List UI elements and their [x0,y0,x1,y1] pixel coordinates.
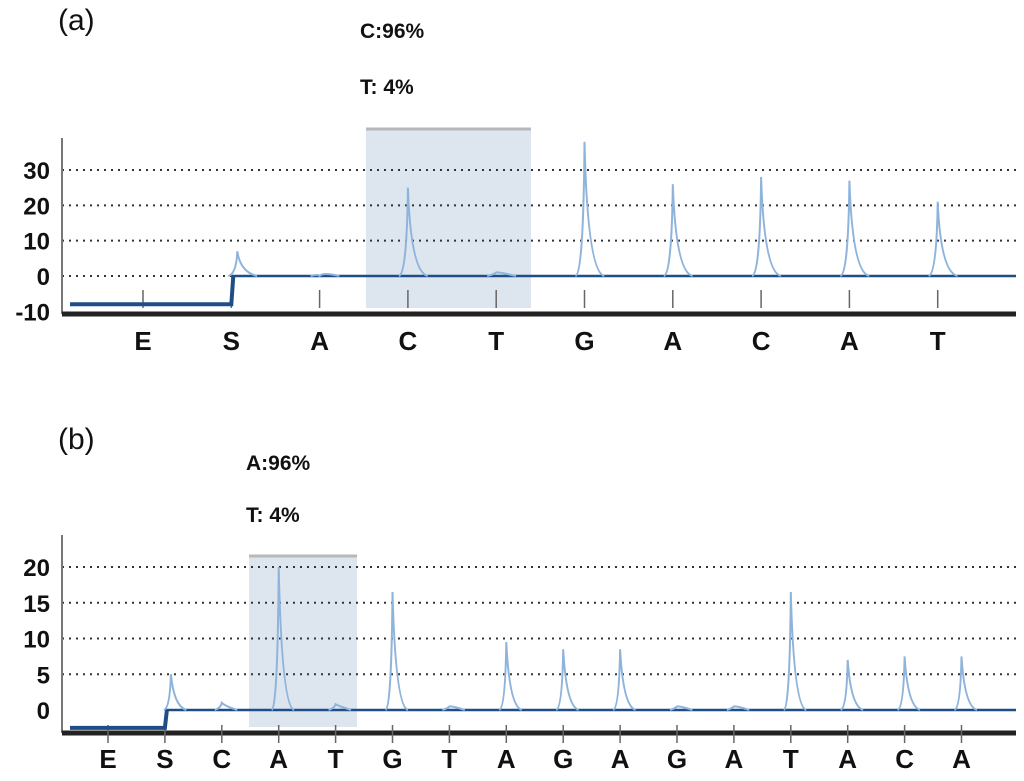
panel-b-base-label: A [952,744,971,774]
panel-a-peak [663,184,694,277]
panel-a-ytick-label: -10 [15,299,50,326]
panel-b-peak [498,642,523,711]
panel-a-base-label: A [840,326,859,356]
panel-b-peak [896,656,921,711]
panel-b-plot: 0 5 10 15 20 E S C A T G T A G A G A T A C A [23,535,1016,774]
panel-b-peak [555,649,580,711]
panel-a-base-label: A [310,326,329,356]
panel-a-ytick-label: 0 [37,264,50,291]
panel-b-base-label: A [497,744,516,774]
panel-a-base-label: E [134,326,151,356]
panel-b-base-label: C [895,744,914,774]
panel-b-base-label: T [328,744,344,774]
panel-a-trace-baseline [70,275,236,307]
panel-b-ytick-label: 10 [23,627,50,654]
panel-b-base-label: G [382,744,402,774]
panel-a-base-label: T [930,326,946,356]
panel-b-ytick-label: 15 [23,591,50,618]
panel-a-annotation-minor: T: 4% [360,76,414,99]
panel-a-ytick-label: 10 [23,229,50,256]
panel-b-base-label: A [725,744,744,774]
panel-b-peak [612,649,636,711]
panel-b-base-label: G [667,744,687,774]
panel-b-base-label: S [156,744,173,774]
panel-b-peak [669,705,693,711]
panel-b-label: (b) [58,423,95,456]
panel-a-base-label: C [399,326,418,356]
panel-b-ytick-label: 20 [23,555,50,582]
panel-b-base-label: A [838,744,857,774]
panel-b-peak [726,705,750,711]
panel-b-ytick-label: 5 [37,662,50,689]
panel-b-peak [214,700,238,711]
panel-a-ytick-label: 20 [23,193,50,220]
panel-b-highlight-region [249,555,357,727]
panel-a-peak [310,273,340,278]
panel-b-base-label: A [611,744,630,774]
panel-a-base-label: T [488,326,504,356]
panel-b-ytick-label: 0 [37,698,50,725]
panel-b-peak [384,591,409,711]
panel-b-peak [953,656,978,711]
panel-b-base-label: C [212,744,231,774]
panel-b-base-label: G [553,744,573,774]
panel-a-base-label: A [663,326,682,356]
panel-b-peak [442,705,466,711]
panel-a-plot: -10 0 10 20 30 E S A C T G A C A T [15,127,1016,356]
panel-a-peak [839,180,870,277]
panel-a-peak [486,271,517,277]
panel-a-highlight-region [366,128,531,308]
panel-b-trace-baseline [70,709,169,730]
panel-b-peak [840,659,864,711]
panel-a-peak [227,251,258,277]
panel-b-base-label: E [99,744,116,774]
panel-b-base-label: T [441,744,457,774]
panel-a-base-label: C [752,326,771,356]
panel-b-base-label: A [269,744,288,774]
panel-a-peak [751,177,782,277]
panel-a-peak [928,201,958,277]
panel-a-base-label: S [223,326,240,356]
panel-a-base-label: G [574,326,594,356]
panel-b-annotation-major: A:96% [246,452,311,475]
panel-a-peak [398,187,429,277]
panel-b-base-label: T [783,744,799,774]
panel-a-ytick-label: 30 [23,158,50,185]
panel-a-peak [574,141,605,277]
panel-b-peak [783,591,807,711]
panel-b-annotation-minor: T: 4% [246,504,300,527]
panel-b-peak [328,702,352,711]
panel-b-peak [163,674,187,711]
panel-a-label: (a) [58,4,95,37]
panel-a-annotation-major: C:96% [360,20,425,43]
panel-b-peak [270,566,295,711]
